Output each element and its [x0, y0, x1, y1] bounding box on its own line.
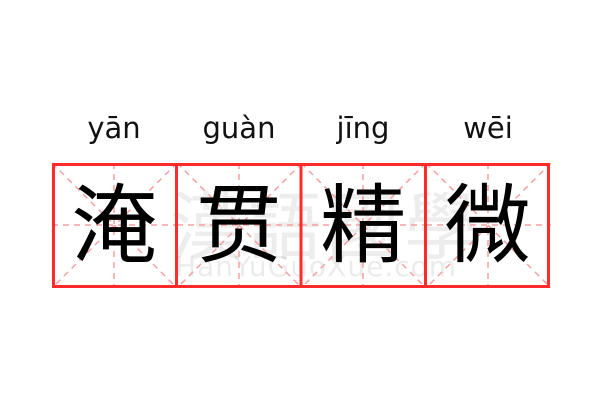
pinyin-4: wēi — [463, 111, 513, 145]
character-cell-1: 淹 — [52, 163, 177, 288]
character-grid: 淹 贯 精 微 — [52, 163, 551, 288]
character-3: 精 — [320, 175, 407, 276]
grid-guides — [52, 163, 177, 288]
grid-guides — [301, 163, 426, 288]
character-2: 贯 — [195, 175, 282, 276]
grid-guides — [176, 163, 302, 288]
character-cell-3: 精 — [301, 163, 426, 288]
grid-borders — [52, 163, 550, 288]
watermark-site: HanYuGuoXue.com — [175, 250, 458, 283]
character-cell-2: 贯 — [176, 163, 302, 288]
character-cell-4: 微 — [425, 163, 551, 288]
character-1: 淹 — [71, 175, 158, 276]
pinyin-2: guàn — [202, 111, 276, 145]
pinyin-3: jīng — [336, 111, 390, 145]
pinyin-1: yān — [87, 111, 141, 145]
character-4: 微 — [444, 175, 531, 276]
grid-guides — [425, 163, 551, 288]
